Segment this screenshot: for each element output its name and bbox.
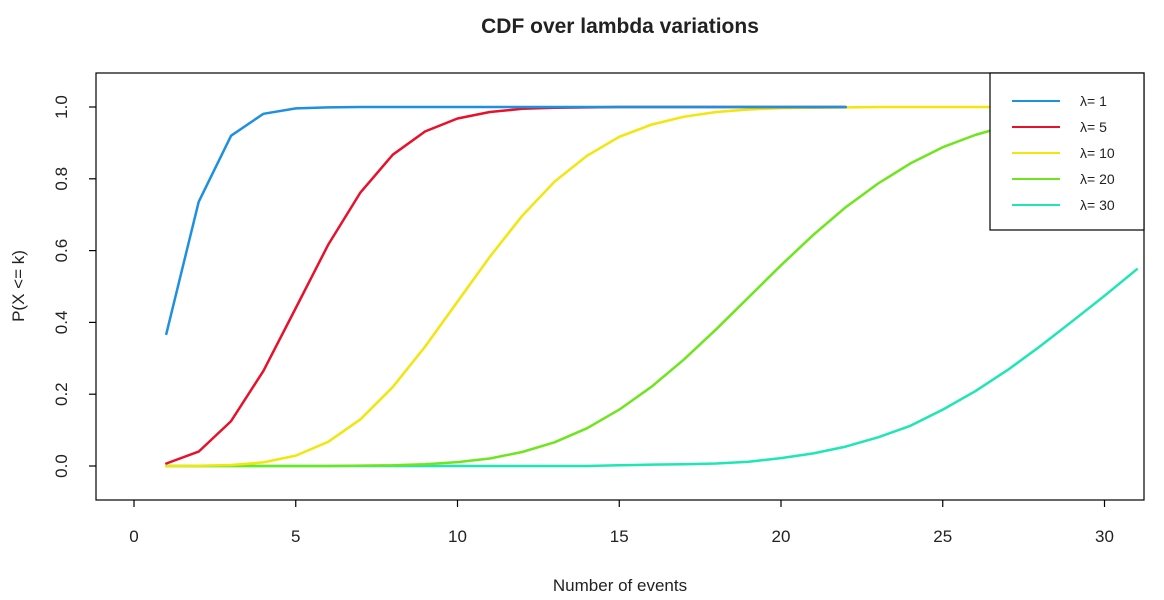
x-tick-label: 30 bbox=[1095, 527, 1114, 546]
x-tick-label: 15 bbox=[610, 527, 629, 546]
series-line-3 bbox=[165, 105, 1139, 468]
y-tick-label: 0.4 bbox=[52, 311, 71, 335]
chart-title: CDF over lambda variations bbox=[481, 15, 759, 38]
x-tick-label: 20 bbox=[772, 527, 791, 546]
legend-label: λ= 30 bbox=[1080, 197, 1115, 213]
y-tick-label: 0.0 bbox=[52, 454, 71, 478]
y-tick-label: 0.8 bbox=[52, 167, 71, 191]
legend-label: λ= 1 bbox=[1080, 93, 1107, 109]
series-line-2 bbox=[165, 105, 847, 465]
x-tick-label: 0 bbox=[129, 527, 138, 546]
y-axis-title: P(X <= k) bbox=[9, 250, 28, 322]
x-tick-label: 25 bbox=[933, 527, 952, 546]
legend-box bbox=[989, 72, 1145, 231]
x-axis: 0 5 10 15 20 25 30 bbox=[129, 500, 1114, 546]
legend-label: λ= 20 bbox=[1080, 171, 1115, 187]
legend-label: λ= 5 bbox=[1080, 119, 1107, 135]
x-axis-title: Number of events bbox=[553, 576, 687, 595]
series-group bbox=[165, 105, 1139, 468]
y-axis: 0.0 0.2 0.4 0.6 0.8 1.0 bbox=[52, 95, 96, 478]
legend: λ= 1 λ= 5 λ= 10 λ= 20 λ= 30 bbox=[989, 72, 1145, 231]
plot-frame bbox=[95, 72, 1145, 501]
series-line-5 bbox=[165, 268, 1139, 468]
y-tick-label: 0.2 bbox=[52, 382, 71, 406]
x-tick-label: 10 bbox=[448, 527, 467, 546]
y-tick-label: 1.0 bbox=[52, 95, 71, 119]
y-tick-label: 0.6 bbox=[52, 239, 71, 263]
x-tick-label: 5 bbox=[291, 527, 300, 546]
series-line-4 bbox=[165, 108, 1139, 468]
series-line-1 bbox=[165, 105, 847, 336]
legend-label: λ= 10 bbox=[1080, 145, 1115, 161]
